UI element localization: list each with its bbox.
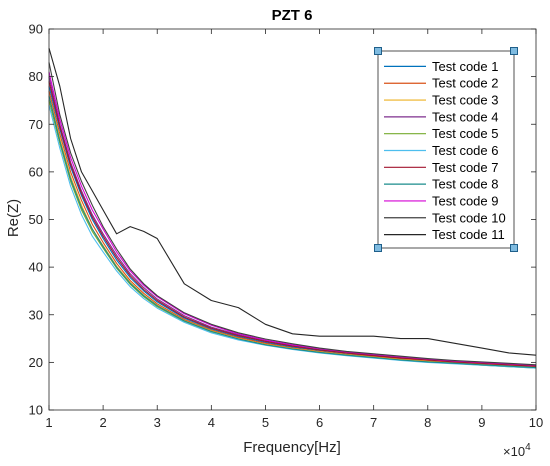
legend-entry-label: Test code 11 bbox=[432, 227, 505, 242]
y-tick-label: 10 bbox=[29, 403, 43, 418]
x-tick-label: 1 bbox=[45, 415, 52, 430]
series-line-8 bbox=[48, 95, 537, 369]
x-tick-label: 10 bbox=[529, 415, 543, 430]
legend-entry-label: Test code 1 bbox=[432, 59, 499, 74]
y-tick-label: 40 bbox=[29, 260, 43, 275]
x-tick-label: 8 bbox=[424, 415, 431, 430]
x-tick-label: 4 bbox=[208, 415, 215, 430]
x-tick-label: 3 bbox=[154, 415, 161, 430]
axes bbox=[48, 28, 537, 411]
x-tick-label: 9 bbox=[478, 415, 485, 430]
y-tick-label: 80 bbox=[29, 69, 43, 84]
legend-resize-handle[interactable] bbox=[374, 244, 382, 252]
legend-entry-label: Test code 3 bbox=[432, 93, 499, 108]
legend-entry-label: Test code 6 bbox=[432, 143, 499, 158]
legend-box[interactable] bbox=[377, 50, 515, 249]
chart-title: PZT 6 bbox=[272, 7, 313, 24]
y-tick-label: 60 bbox=[29, 164, 43, 179]
x-tick-label: 5 bbox=[262, 415, 269, 430]
y-tick-label: 70 bbox=[29, 117, 43, 132]
y-axis-label: Re(Z) bbox=[5, 199, 22, 237]
x-axis-label: Frequency[Hz] bbox=[243, 439, 341, 456]
x-tick-label: 6 bbox=[316, 415, 323, 430]
legend-resize-handle[interactable] bbox=[374, 47, 382, 55]
legend-resize-handle[interactable] bbox=[510, 244, 518, 252]
x-multiplier-exp: 4 bbox=[525, 442, 531, 453]
tick-labels: 1 2 3 4 5 6 7 8 9 10 10 20 30 40 50 60 70 80 90 bbox=[29, 22, 544, 431]
series-line-10 bbox=[48, 62, 537, 366]
legend-entry-label: Test code 5 bbox=[432, 126, 499, 141]
legend-entry-label: Test code 10 bbox=[432, 210, 506, 225]
legend-entry-label: Test code 4 bbox=[432, 109, 499, 124]
series-line-11 bbox=[48, 47, 537, 356]
y-tick-label: 90 bbox=[29, 22, 43, 37]
x-multiplier-base: ×10 bbox=[503, 444, 525, 459]
x-axis-multiplier: ×104 bbox=[503, 442, 531, 459]
legend-resize-handle[interactable] bbox=[510, 47, 518, 55]
legend-entry-label: Test code 9 bbox=[432, 193, 499, 208]
legend-entry-label: Test code 7 bbox=[432, 160, 499, 175]
x-tick-label: 2 bbox=[99, 415, 106, 430]
legend-entry-label: Test code 2 bbox=[432, 76, 499, 91]
series-line-7 bbox=[48, 81, 537, 367]
y-tick-label: 50 bbox=[29, 212, 43, 227]
legend-entry-label: Test code 8 bbox=[432, 177, 499, 192]
x-tick-label: 7 bbox=[370, 415, 377, 430]
y-tick-label: 20 bbox=[29, 355, 43, 370]
series-layer bbox=[48, 47, 537, 369]
y-tick-label: 30 bbox=[29, 307, 43, 322]
